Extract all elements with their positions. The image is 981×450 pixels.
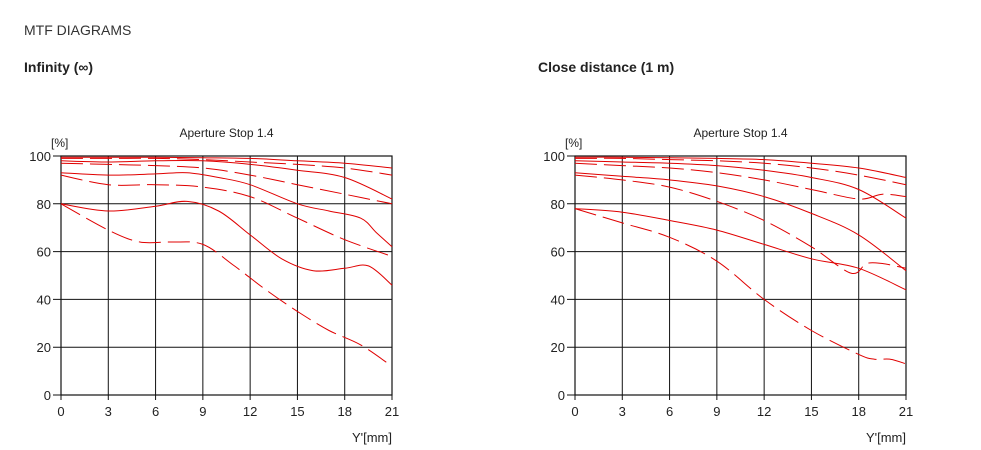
y-tick-label: 80	[37, 197, 51, 212]
series-line-s2	[61, 157, 393, 176]
x-tick-label: 9	[713, 404, 720, 419]
x-tick-label: 9	[199, 404, 206, 419]
series-line-s6	[574, 174, 907, 275]
series-line-s4	[60, 162, 393, 205]
y-tick-label: 100	[29, 149, 51, 164]
y-tick-label: 40	[551, 292, 565, 307]
series-line-s2	[574, 157, 907, 186]
x-tick-label: 15	[804, 404, 818, 419]
x-tick-label: 6	[152, 404, 159, 419]
plot-frame	[574, 155, 907, 396]
y-tick-label: 80	[551, 197, 565, 212]
x-tick-label: 18	[337, 404, 351, 419]
series-line-s3	[60, 159, 393, 200]
mtf-chart-infinity-svg: Aperture Stop 1.4 [%] Y'[mm] 0 20 40 60 80 100 0 3…	[29, 126, 399, 445]
x-tick-label: 6	[666, 404, 673, 419]
plot-frame	[60, 155, 393, 396]
section-heading-close-distance: Close distance (1 m)	[538, 59, 675, 75]
x-tick-label: 3	[619, 404, 626, 419]
series-line-s5	[60, 172, 393, 248]
chart-title: Aperture Stop 1.4	[693, 126, 787, 140]
x-axis-label: Y'[mm]	[866, 430, 906, 445]
y-tick-label: 0	[44, 388, 51, 403]
x-tick-label: 12	[757, 404, 771, 419]
mtf-chart-close-distance: Aperture Stop 1.4 [%] Y'[mm] 0 20 40 60 80 100 0 3…	[538, 120, 938, 450]
x-tick-label: 0	[57, 404, 64, 419]
x-axis-label: Y'[mm]	[352, 430, 392, 445]
y-tick-label: 60	[551, 245, 565, 260]
y-axis-label: [%]	[565, 136, 582, 150]
series-line-s6	[60, 174, 393, 257]
x-tick-label: 3	[105, 404, 112, 419]
series-line-s3	[574, 160, 907, 219]
y-tick-label: 20	[37, 340, 51, 355]
mtf-chart-close-distance-svg: Aperture Stop 1.4 [%] Y'[mm] 0 20 40 60 80 100 0 3…	[543, 126, 913, 445]
y-tick-label: 100	[543, 149, 565, 164]
series-line-s1	[61, 156, 393, 169]
chart-title: Aperture Stop 1.4	[179, 126, 273, 140]
x-tick-label: 18	[851, 404, 865, 419]
y-tick-label: 0	[558, 388, 565, 403]
y-tick-label: 40	[37, 292, 51, 307]
y-tick-label: 20	[551, 340, 565, 355]
series-line-s4	[574, 162, 907, 200]
series-line-s8	[574, 208, 907, 365]
x-tick-label: 0	[571, 404, 578, 419]
y-axis-label: [%]	[51, 136, 68, 150]
section-heading-infinity: Infinity (∞)	[24, 59, 94, 75]
x-tick-label: 12	[243, 404, 257, 419]
series-line-s5	[574, 172, 907, 272]
series-line-s7	[574, 208, 907, 291]
series-line-s7	[60, 200, 393, 286]
x-tick-label: 21	[385, 404, 399, 419]
y-tick-label: 60	[37, 245, 51, 260]
mtf-chart-infinity: Aperture Stop 1.4 [%] Y'[mm] 0 20 40 60 80 100 0 3…	[24, 120, 424, 450]
page-title: MTF DIAGRAMS	[24, 22, 132, 38]
series-line-s1	[574, 156, 907, 178]
series-line-s8	[60, 203, 393, 367]
x-tick-label: 15	[290, 404, 304, 419]
x-tick-label: 21	[899, 404, 913, 419]
